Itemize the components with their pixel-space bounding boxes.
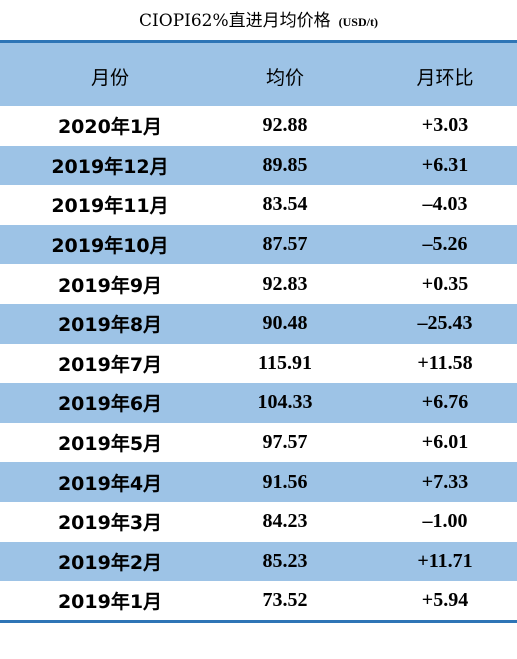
table-row: 2019年10月 87.57 –5.26 <box>0 224 517 265</box>
cell-month-on-month: +6.76 <box>421 391 469 414</box>
cell-average-price: 73.52 <box>262 589 308 612</box>
table-row: 2019年7月 115.91 +11.58 <box>0 343 517 384</box>
cell-average-price: 104.33 <box>257 391 313 414</box>
cell-month-on-month: +6.01 <box>421 431 469 454</box>
cell-month: 2019年3月 <box>57 512 163 535</box>
column-header-average-price: 均价 <box>265 67 304 89</box>
column-header-month: 月份 <box>90 67 129 89</box>
cell-month: 2019年4月 <box>57 472 163 495</box>
cell-average-price: 89.85 <box>262 153 308 176</box>
table-row: 2019年11月 83.54 –4.03 <box>0 185 517 225</box>
cell-month: 2019年8月 <box>57 314 163 337</box>
column-header-month-on-month: 月环比 <box>416 67 474 89</box>
top-rule <box>0 40 517 43</box>
cell-average-price: 84.23 <box>262 510 308 533</box>
cell-month-on-month: +5.94 <box>421 589 469 612</box>
cell-month-on-month: +7.33 <box>421 470 469 493</box>
title-unit: (USD/t) <box>338 15 378 29</box>
table-row: 2019年6月 104.33 +6.76 <box>0 383 517 423</box>
cell-average-price: 90.48 <box>262 312 308 335</box>
cell-month-on-month: +11.58 <box>417 351 473 374</box>
cell-average-price: 92.83 <box>262 272 308 295</box>
cell-month: 2019年6月 <box>57 393 163 416</box>
cell-month-on-month: +3.03 <box>421 114 469 137</box>
cell-average-price: 87.57 <box>262 233 308 256</box>
cell-month-on-month: –5.26 <box>422 233 468 256</box>
table-row: 2019年4月 91.56 +7.33 <box>0 462 517 502</box>
cell-month-on-month: –25.43 <box>417 312 473 335</box>
cell-month: 2019年9月 <box>57 274 163 297</box>
table-title: CIOPI62%直进月均价格 (USD/t) <box>0 6 517 31</box>
cell-month: 2019年7月 <box>57 353 163 376</box>
cell-average-price: 92.88 <box>262 114 308 137</box>
cell-month: 2019年12月 <box>51 155 169 178</box>
cell-average-price: 97.57 <box>262 431 308 454</box>
table-row: 2019年5月 97.57 +6.01 <box>0 422 517 463</box>
table-row: 2019年2月 85.23 +11.71 <box>0 541 517 582</box>
table-header: 月份 均价 月环比 <box>0 43 517 106</box>
table-row: 2019年1月 73.52 +5.94 <box>0 581 517 621</box>
table-row: 2020年1月 92.88 +3.03 <box>0 106 517 146</box>
cell-month: 2019年5月 <box>57 433 163 456</box>
cell-month: 2019年2月 <box>57 551 163 574</box>
cell-month: 2020年1月 <box>57 116 163 139</box>
cell-average-price: 85.23 <box>262 549 308 572</box>
bottom-rule <box>0 620 517 623</box>
cell-month-on-month: +6.31 <box>421 153 469 176</box>
cell-month: 2019年1月 <box>57 591 163 614</box>
title-text: CIOPI62%直进月均价格 <box>139 11 331 31</box>
cell-average-price: 115.91 <box>258 351 312 374</box>
cell-month-on-month: –1.00 <box>422 510 468 533</box>
table-row: 2019年3月 84.23 –1.00 <box>0 501 517 542</box>
table-row: 2019年9月 92.83 +0.35 <box>0 264 517 304</box>
table-body: 2020年1月 92.88 +3.03 2019年12月 89.85 +6.31 2019年… <box>0 106 517 621</box>
cell-month-on-month: +0.35 <box>421 272 469 295</box>
cell-month: 2019年10月 <box>51 235 169 258</box>
cell-average-price: 91.56 <box>262 470 308 493</box>
cell-month-on-month: –4.03 <box>422 193 468 216</box>
cell-average-price: 83.54 <box>262 193 308 216</box>
cell-month-on-month: +11.71 <box>417 549 473 572</box>
cell-month: 2019年11月 <box>51 195 169 218</box>
table-row: 2019年8月 90.48 –25.43 <box>0 303 517 344</box>
table-row: 2019年12月 89.85 +6.31 <box>0 145 517 186</box>
